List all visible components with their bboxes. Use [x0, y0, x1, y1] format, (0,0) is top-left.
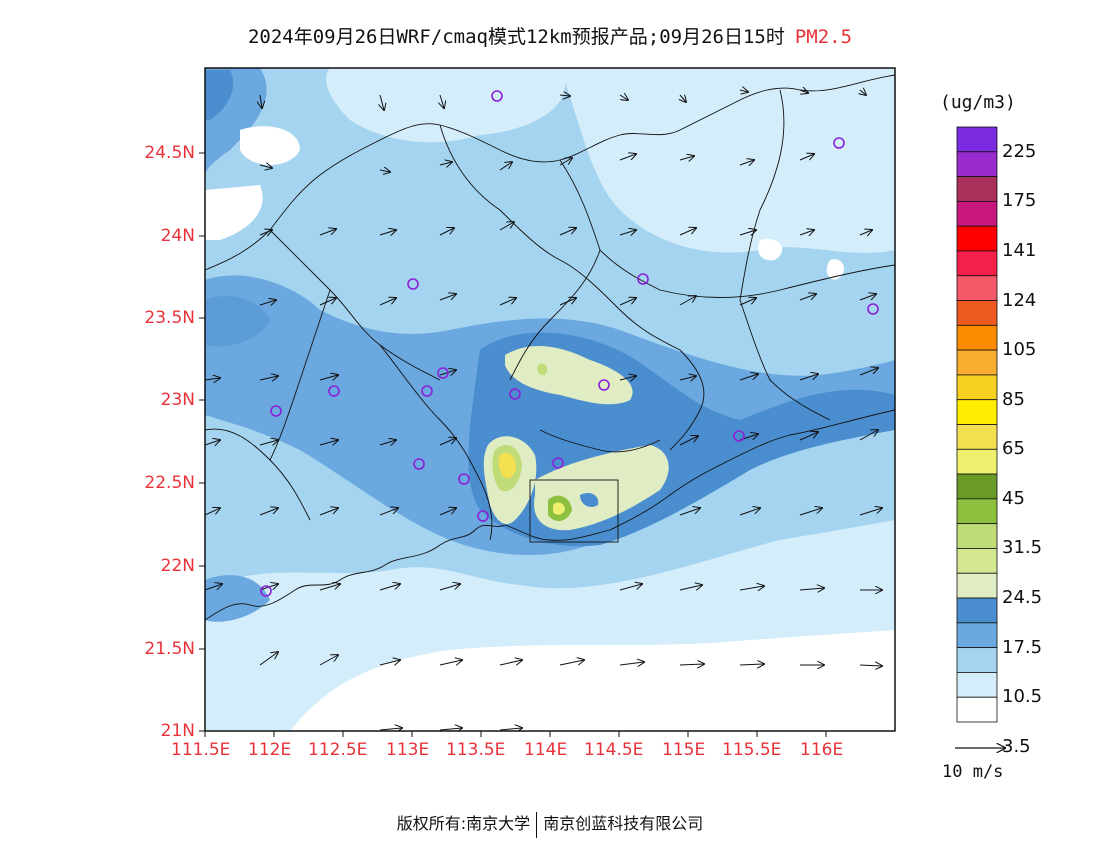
- legend-label: 175: [1002, 190, 1037, 212]
- company-text: 南京创蓝科技有限公司: [543, 814, 704, 833]
- axis-ticks: [199, 152, 827, 737]
- lon-label: 113E: [386, 740, 430, 760]
- legend-swatch: [956, 200, 998, 227]
- legend-swatch: [956, 597, 998, 624]
- legend-swatch: [956, 374, 998, 401]
- province-boundaries: [205, 74, 895, 621]
- wind-vectors: [205, 90, 882, 730]
- title-text: 2024年09月26日WRF/cmaq模式12km预报产品;09月26日15时: [247, 26, 785, 48]
- lon-label: 114.5E: [584, 740, 644, 760]
- lon-label: 112.5E: [308, 740, 368, 760]
- legend-swatch: [956, 473, 998, 500]
- legend-swatch: [956, 523, 998, 549]
- legend-label: 105: [1002, 339, 1037, 361]
- lat-label: 21.5N: [144, 639, 195, 659]
- legend-label: 124: [1002, 289, 1037, 311]
- legend-swatch: [956, 176, 998, 202]
- lat-label: 23.5N: [144, 308, 195, 328]
- legend-swatch: [956, 622, 998, 649]
- copyright-text: 版权所有:南京大学: [396, 814, 531, 833]
- legend-swatch: [956, 424, 998, 450]
- footer: 版权所有:南京大学 南京创蓝科技有限公司: [0, 810, 1100, 838]
- lon-label: 115E: [662, 740, 706, 760]
- legend-swatch: [956, 647, 998, 673]
- legend-swatch: [956, 300, 998, 326]
- lat-label: 24N: [160, 226, 195, 246]
- legend-label: 3.5: [1002, 735, 1031, 757]
- legend-swatch: [956, 324, 998, 351]
- legend-swatch: [956, 498, 998, 525]
- legend-label: 10.5: [1002, 686, 1043, 708]
- lat-label: 24.5N: [144, 143, 195, 163]
- legend-swatch: [956, 349, 998, 376]
- lat-label: 21N: [160, 721, 195, 741]
- legend-swatch: [956, 126, 998, 153]
- legend-swatch: [956, 696, 998, 723]
- legend-swatch: [956, 275, 998, 301]
- lon-label: 111.5E: [171, 740, 231, 760]
- lon-label: 115.5E: [722, 740, 782, 760]
- footer-divider: [536, 811, 538, 838]
- legend-label: 45: [1002, 487, 1025, 509]
- pollutant-label: PM2.5: [794, 26, 853, 48]
- legend-swatch: [956, 572, 998, 599]
- legend-colorbar: [956, 126, 998, 723]
- legend-swatch: [956, 548, 998, 574]
- legend-label: 141: [1002, 239, 1037, 261]
- lon-label: 114E: [524, 740, 568, 760]
- legend-label: 24.5: [1002, 587, 1043, 609]
- lon-label: 112E: [248, 740, 292, 760]
- lat-label: 22.5N: [144, 473, 195, 493]
- legend-swatch: [956, 399, 998, 425]
- legend-label: 225: [1002, 140, 1037, 162]
- legend-swatch: [956, 225, 998, 252]
- map-title: 2024年09月26日WRF/cmaq模式12km预报产品;09月26日15时 P…: [0, 22, 1100, 49]
- legend-swatch: [956, 151, 998, 177]
- lat-label: 23N: [160, 390, 195, 410]
- legend-label: 65: [1002, 438, 1025, 460]
- legend-swatch: [956, 250, 998, 277]
- legend-swatch: [956, 672, 998, 698]
- legend-label: 17.5: [1002, 636, 1043, 658]
- pm25-field: [205, 68, 895, 731]
- lat-label: 22N: [160, 556, 195, 576]
- wind-reference-label: 10 m/s: [942, 762, 1004, 782]
- legend-label: 85: [1002, 388, 1025, 410]
- lon-label: 116E: [800, 740, 844, 760]
- legend-label: 31.5: [1002, 537, 1043, 559]
- lon-label: 113.5E: [446, 740, 506, 760]
- legend-swatch: [956, 448, 998, 475]
- monitoring-stations: [260, 90, 879, 597]
- legend-unit: (ug/m3): [940, 92, 1016, 113]
